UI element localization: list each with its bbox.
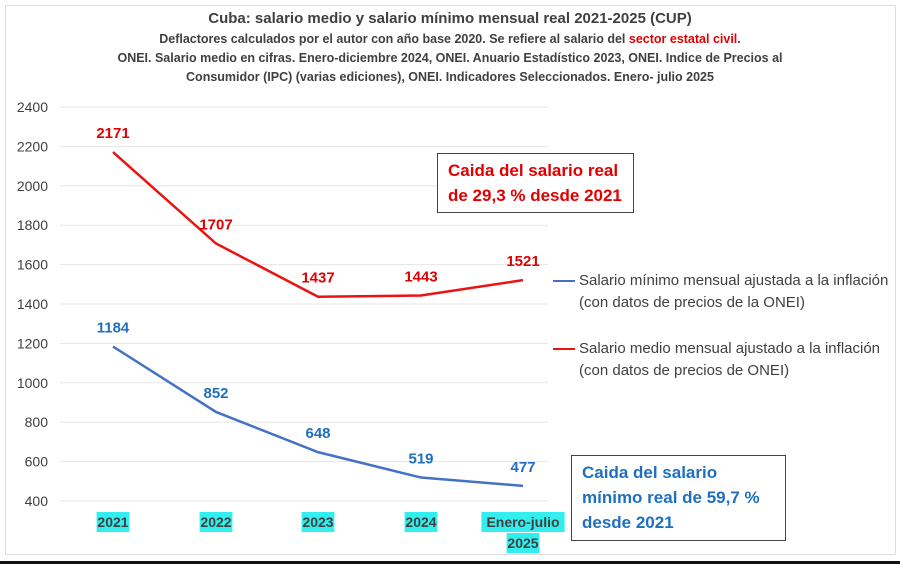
x-tick-highlight	[199, 512, 233, 532]
red-annotation-box: Caida del salario real de 29,3 % desde 2…	[437, 153, 634, 213]
x-tick-label: 2025	[507, 535, 538, 551]
data-label-minimo: 519	[408, 451, 433, 468]
legend-swatch-blue	[553, 280, 575, 282]
annotation-line: mínimo real de 59,7 %	[582, 488, 760, 507]
legend-swatch-red	[553, 348, 575, 350]
y-tick-label: 2000	[17, 178, 48, 194]
x-tick-highlight	[481, 512, 565, 532]
y-tick-label: 1400	[17, 296, 48, 312]
legend-item-medio: Salario medio mensual ajustado a la infl…	[553, 338, 889, 382]
data-label-minimo: 852	[203, 385, 228, 402]
data-label-medio: 1521	[506, 253, 539, 270]
data-label-medio: 1443	[404, 269, 437, 286]
x-tick-highlight	[404, 512, 438, 532]
subtitle-highlight: sector estatal civil	[628, 32, 738, 46]
chart-subtitle-3: Consumidor (IPC) (varias ediciones), ONE…	[186, 70, 714, 84]
legend-item-minimo: Salario mínimo mensual ajustada a la inf…	[553, 270, 889, 314]
annotation-line: Caida del salario	[582, 463, 718, 482]
y-tick-label: 2400	[17, 99, 48, 115]
x-tick-label: 2023	[302, 514, 333, 530]
y-tick-label: 1000	[17, 375, 48, 391]
chart-subtitle-2: ONEI. Salario medio en cifras. Enero-dic…	[117, 51, 783, 65]
y-tick-label: 2200	[17, 138, 48, 154]
data-label-medio: 2171	[96, 125, 129, 142]
y-tick-label: 1800	[17, 217, 48, 233]
series-line-minimo	[112, 345, 524, 488]
x-tick-label: 2021	[97, 514, 128, 530]
chart-frame	[5, 5, 896, 555]
y-tick-label: 1600	[17, 257, 48, 273]
x-tick-highlight	[96, 512, 130, 532]
annotation-line: Caida del salario real	[448, 161, 619, 180]
subtitle-text: Deflactores calculados por el autor con …	[159, 32, 629, 46]
annotation-line: de 29,3 % desde 2021	[448, 186, 622, 205]
data-label-minimo: 1184	[97, 320, 130, 337]
y-tick-label: 1200	[17, 335, 48, 351]
data-label-minimo: 648	[305, 425, 330, 442]
data-label-minimo: 477	[510, 459, 535, 476]
y-tick-label: 400	[25, 493, 49, 509]
x-tick-label: Enero-julio	[486, 514, 559, 530]
subtitle-period: .	[737, 32, 741, 46]
data-label-medio: 1437	[301, 270, 334, 287]
x-tick-highlight	[301, 512, 335, 532]
blue-annotation-box: Caida del salario mínimo real de 59,7 % …	[571, 455, 786, 541]
y-tick-label: 600	[25, 454, 49, 470]
annotation-line: desde 2021	[582, 513, 674, 532]
data-label-medio: 1707	[199, 217, 232, 234]
x-tick-label: 2022	[200, 514, 231, 530]
x-tick-label: 2024	[405, 514, 436, 530]
bottom-border	[0, 561, 900, 564]
y-tick-label: 800	[25, 414, 49, 430]
chart-title: Cuba: salario medio y salario mínimo men…	[208, 10, 692, 27]
chart-subtitle-1: Deflactores calculados por el autor con …	[0, 32, 900, 46]
legend-label: Salario medio mensual ajustado a la infl…	[579, 340, 881, 379]
series-line-medio	[112, 151, 524, 298]
legend-label: Salario mínimo mensual ajustada a la inf…	[579, 272, 889, 311]
x-tick-highlight	[506, 533, 540, 553]
